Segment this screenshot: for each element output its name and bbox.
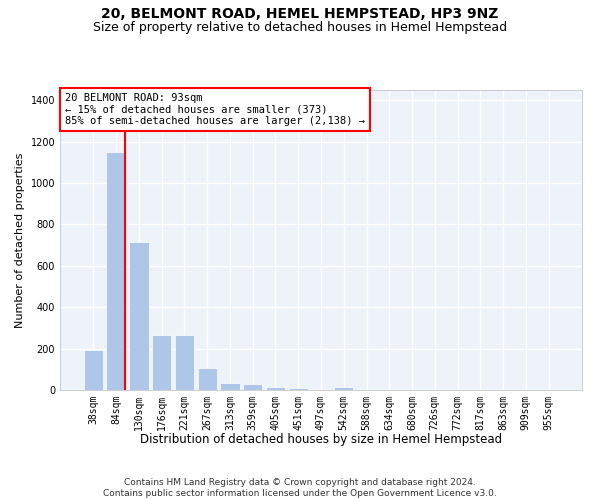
Bar — [106, 152, 126, 390]
Text: 20 BELMONT ROAD: 93sqm
← 15% of detached houses are smaller (373)
85% of semi-de: 20 BELMONT ROAD: 93sqm ← 15% of detached… — [65, 93, 365, 126]
Bar — [197, 368, 217, 390]
Bar — [266, 387, 285, 390]
Bar — [289, 388, 308, 390]
Bar — [175, 335, 194, 390]
Text: Contains HM Land Registry data © Crown copyright and database right 2024.
Contai: Contains HM Land Registry data © Crown c… — [103, 478, 497, 498]
Bar — [243, 384, 262, 390]
Bar — [84, 350, 103, 390]
Bar — [152, 335, 172, 390]
Text: 20, BELMONT ROAD, HEMEL HEMPSTEAD, HP3 9NZ: 20, BELMONT ROAD, HEMEL HEMPSTEAD, HP3 9… — [101, 8, 499, 22]
Bar — [334, 387, 353, 390]
Text: Size of property relative to detached houses in Hemel Hempstead: Size of property relative to detached ho… — [93, 21, 507, 34]
Y-axis label: Number of detached properties: Number of detached properties — [15, 152, 25, 328]
Bar — [220, 383, 239, 390]
Text: Distribution of detached houses by size in Hemel Hempstead: Distribution of detached houses by size … — [140, 432, 502, 446]
Bar — [129, 242, 149, 390]
